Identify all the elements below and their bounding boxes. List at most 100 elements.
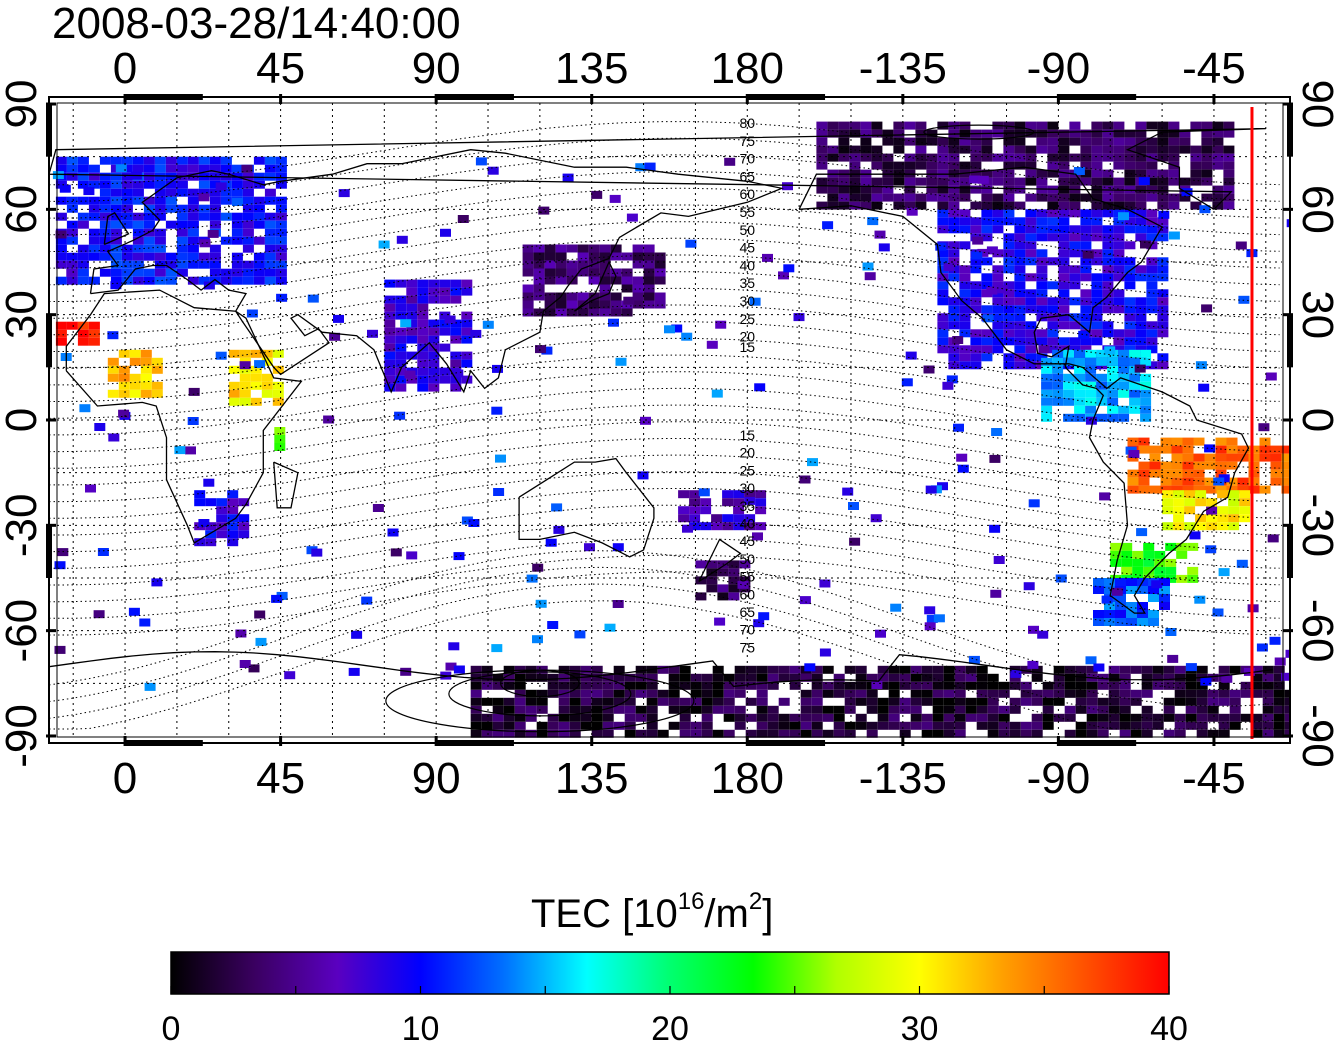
tec-cell-r17 <box>679 665 691 674</box>
tec-cell-r11 <box>959 161 971 170</box>
tec-cell-r17 <box>1196 729 1208 738</box>
tec-cell-r14 <box>1173 498 1185 507</box>
tec-cell-r17 <box>866 697 878 706</box>
tec-cell-r6 <box>450 295 462 304</box>
tec-cell-r5 <box>238 514 250 523</box>
tec-cell-r6 <box>395 383 407 392</box>
tec-cell-scatter <box>952 336 964 344</box>
tec-cell-r12 <box>1052 365 1064 374</box>
tec-cell-r17 <box>822 705 834 714</box>
tec-cell-scatter <box>1189 531 1201 540</box>
tec-cell-r0 <box>264 156 276 165</box>
tec-cell-r0 <box>165 260 177 269</box>
tec-cell-r10 <box>1113 345 1125 354</box>
tec-cell-r10 <box>959 209 971 218</box>
contour-label-south: 60 <box>739 586 755 602</box>
tec-cell-r17 <box>690 721 702 730</box>
tec-cell-r17 <box>822 689 834 698</box>
tec-cell-r17 <box>778 697 790 706</box>
tec-cell-r17 <box>1108 665 1120 674</box>
tec-cell-r17 <box>701 689 713 698</box>
tec-cell-r7 <box>632 244 644 253</box>
contour-label-north: 80 <box>739 115 755 131</box>
tec-cell-r17 <box>1185 697 1197 706</box>
contour-label-south: 30 <box>739 480 755 496</box>
tec-cell-r10 <box>1025 257 1037 266</box>
tec-cell-r6 <box>428 359 440 368</box>
tec-cell-r10 <box>992 305 1004 314</box>
tec-cell-r10 <box>1124 225 1136 234</box>
lat-label-left: 0 <box>0 408 46 432</box>
tec-cell-r0 <box>154 204 166 213</box>
tec-cell-r14 <box>1206 498 1218 507</box>
tec-cell-r11 <box>1124 129 1136 138</box>
tec-cell-r17 <box>701 713 713 722</box>
tec-cell-r0 <box>143 164 155 173</box>
tec-cell-r12 <box>1052 373 1064 382</box>
tec-cell-r15 <box>1121 558 1133 567</box>
tec-cell-r17 <box>481 697 493 706</box>
tec-cell-r0 <box>242 244 254 253</box>
tec-cell-r17 <box>866 673 878 682</box>
tec-cell-r13 <box>1248 461 1260 470</box>
tec-cell-r0 <box>198 180 210 189</box>
tec-cell-r7 <box>544 252 556 261</box>
tec-cell-r13 <box>1182 453 1194 462</box>
tec-cell-r10 <box>1113 273 1125 282</box>
tec-cell-r3 <box>239 349 251 358</box>
tec-cell-r17 <box>1075 689 1087 698</box>
tec-cell-scatter <box>55 230 67 239</box>
tec-cell-r17 <box>514 681 526 690</box>
tec-cell-r17 <box>723 729 735 738</box>
tec-cell-r11 <box>981 145 993 154</box>
tec-cell-r17 <box>1119 705 1131 714</box>
tec-cell-r6 <box>450 351 462 360</box>
tec-cell-r0 <box>154 172 166 181</box>
tec-cell-scatter <box>925 485 937 494</box>
tec-cell-r11 <box>904 137 916 146</box>
tec-cell-r17 <box>1141 681 1153 690</box>
tec-cell-r11 <box>893 145 905 154</box>
tec-cell-r10 <box>1102 305 1114 314</box>
tec-cell-r17 <box>910 697 922 706</box>
tec-cell-r11 <box>1179 145 1191 154</box>
tec-cell-r17 <box>1174 721 1186 730</box>
tec-cell-r10 <box>1091 257 1103 266</box>
tec-cell-r0 <box>110 236 122 245</box>
tec-cell-r3 <box>250 397 262 406</box>
tec-cell-r17 <box>1218 713 1230 722</box>
tec-cell-r11 <box>915 193 927 202</box>
tec-cell-r17 <box>470 689 482 698</box>
contour-mlat <box>49 566 1280 707</box>
tec-cell-r17 <box>899 721 911 730</box>
tec-cell-r1 <box>55 321 67 330</box>
tec-cell-r0 <box>253 236 265 245</box>
tec-cell-r10 <box>1058 265 1070 274</box>
tec-cell-r17 <box>1196 713 1208 722</box>
tec-cell-r17 <box>525 729 537 738</box>
tec-cell-r11 <box>1102 177 1114 186</box>
tec-cell-scatter <box>470 329 482 338</box>
tec-cell-r17 <box>1020 681 1032 690</box>
tec-cell-scatter <box>457 215 469 223</box>
tec-cell-r10 <box>1047 217 1059 226</box>
lat-label-right: 0 <box>1293 408 1340 432</box>
tec-cell-r10 <box>1157 305 1169 314</box>
tec-cell-r6 <box>439 319 451 328</box>
tec-cell-r10 <box>1014 313 1026 322</box>
tec-cell-r17 <box>932 713 944 722</box>
tec-cell-r0 <box>121 188 133 197</box>
tec-cell-scatter <box>715 320 727 329</box>
tec-cell-r0 <box>77 220 89 229</box>
tec-cell-scatter <box>232 198 243 206</box>
tec-cell-r11 <box>992 193 1004 202</box>
tec-cell-scatter <box>271 594 283 603</box>
tec-cell-r11 <box>1014 201 1026 210</box>
tec-cell-r10 <box>1091 289 1103 298</box>
tec-cell-r8 <box>678 506 690 515</box>
tec-cell-r14 <box>1217 522 1229 531</box>
tec-cell-r0 <box>187 236 199 245</box>
tec-cell-r17 <box>613 705 625 714</box>
tec-cell-r17 <box>514 673 526 682</box>
tec-cell-r17 <box>1031 673 1043 682</box>
